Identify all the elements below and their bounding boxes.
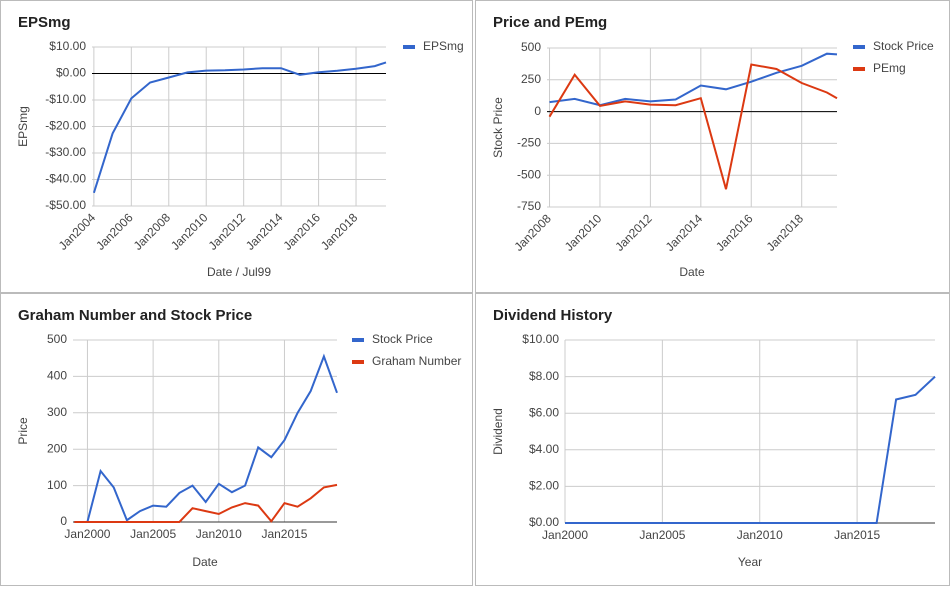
y-axis-title: Dividend	[491, 408, 505, 455]
panel-border	[475, 0, 950, 293]
x-tick-label: Jan2015	[261, 527, 307, 541]
y-tick-label: 0	[534, 104, 541, 118]
legend-label: EPSmg	[423, 39, 464, 53]
chart-title: Price and PEmg	[493, 14, 607, 31]
x-axis-title: Date / Jul99	[207, 265, 271, 279]
panel-border	[475, 293, 950, 586]
y-tick-label: $0.00	[529, 515, 559, 529]
x-tick-label: Jan2010	[737, 528, 783, 542]
y-tick-label: 300	[47, 405, 67, 419]
x-axis-title: Year	[738, 555, 762, 569]
x-axis-title: Date	[192, 555, 218, 569]
y-tick-label: 500	[47, 332, 67, 346]
x-tick-label: Jan2000	[64, 527, 110, 541]
data-line	[548, 63, 838, 190]
y-tick-label: -$10.00	[45, 92, 86, 106]
x-tick-label: Jan2005	[639, 528, 685, 542]
x-axis-title: Date	[679, 265, 705, 279]
data-line	[565, 375, 936, 524]
x-tick-label: Jan2000	[542, 528, 588, 542]
y-axis-title: Price	[16, 417, 30, 445]
y-tick-label: 100	[47, 478, 67, 492]
y-tick-label: $2.00	[529, 479, 559, 493]
y-tick-label: $10.00	[522, 332, 559, 346]
y-tick-label: 250	[521, 72, 541, 86]
data-line	[74, 483, 338, 523]
y-tick-label: $8.00	[529, 369, 559, 383]
y-axis-title: Stock Price	[491, 97, 505, 158]
x-tick-label: Jan2015	[834, 528, 880, 542]
y-tick-label: $6.00	[529, 405, 559, 419]
y-tick-label: -250	[517, 136, 541, 150]
chart-title: Graham Number and Stock Price	[18, 307, 252, 324]
y-tick-label: -750	[517, 199, 541, 213]
legend-label: Stock Price	[873, 39, 934, 53]
legend-label: Graham Number	[372, 354, 461, 368]
legend-label: Stock Price	[372, 332, 433, 346]
data-line	[74, 353, 338, 523]
y-tick-label: 200	[47, 441, 67, 455]
x-tick-label: Jan2005	[130, 527, 176, 541]
legend-label: PEmg	[873, 61, 906, 75]
y-tick-label: -$20.00	[45, 119, 86, 133]
y-tick-label: 0	[60, 514, 67, 528]
y-axis-title: EPSmg	[16, 106, 30, 147]
y-tick-label: -500	[517, 167, 541, 181]
y-tick-label: $4.00	[529, 442, 559, 456]
panel-border	[0, 0, 473, 293]
y-tick-label: -$50.00	[45, 198, 86, 212]
chart-title: Dividend History	[493, 307, 613, 324]
y-tick-label: -$30.00	[45, 145, 86, 159]
y-tick-label: 500	[521, 40, 541, 54]
y-tick-label: 400	[47, 369, 67, 383]
y-tick-label: -$40.00	[45, 172, 86, 186]
x-tick-label: Jan2010	[196, 527, 242, 541]
panel-border	[0, 293, 473, 586]
chart-title: EPSmg	[18, 14, 71, 31]
y-tick-label: $0.00	[56, 66, 86, 80]
y-tick-label: $10.00	[49, 39, 86, 53]
data-line	[92, 61, 387, 194]
